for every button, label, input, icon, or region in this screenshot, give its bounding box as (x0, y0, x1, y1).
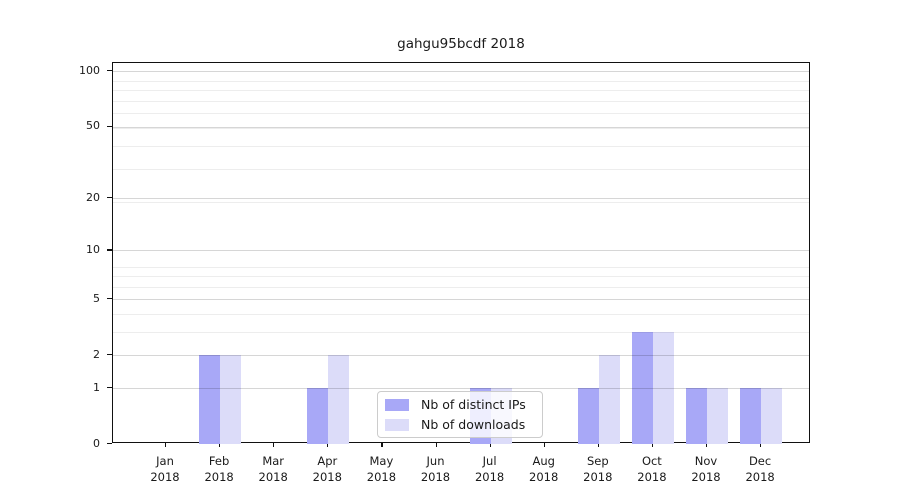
y-tick-label-5: 5 (93, 291, 100, 305)
x-tick-label-mar: Mar 2018 (258, 454, 288, 484)
x-tick-jan (165, 443, 167, 447)
x-tick-jul (489, 443, 491, 447)
legend-swatch-distinct-ips-icon (385, 398, 409, 411)
x-tick-label-may: May 2018 (366, 454, 397, 484)
x-tick-dec (760, 443, 762, 447)
x-tick-label-aug: Aug 2018 (529, 454, 559, 484)
x-tick-label-nov: Nov 2018 (691, 454, 721, 484)
major-gridline-y2 (113, 355, 809, 357)
y-tick-20 (107, 197, 112, 199)
bar-downloads-nov (707, 388, 728, 444)
minor-gridline-y29 (113, 169, 809, 171)
x-tick-label-oct: Oct 2018 (637, 454, 667, 484)
x-tick-nov (706, 443, 708, 447)
legend-swatch-downloads-icon (385, 418, 409, 431)
legend-row-downloads: Nb of downloads (385, 417, 534, 432)
bar-ips-apr (307, 388, 329, 444)
y-tick-10 (107, 249, 112, 251)
bar-ips-sep (577, 388, 599, 444)
major-gridline-y10 (113, 250, 809, 252)
y-tick-label-100: 100 (79, 63, 100, 77)
minor-gridline-y89 (113, 80, 809, 82)
x-tick-apr (327, 443, 329, 447)
chart-title: gahgu95bcdf 2018 (397, 36, 525, 52)
legend-label-downloads: Nb of downloads (421, 417, 526, 432)
bar-downloads-dec (761, 388, 783, 444)
major-gridline-y50 (113, 126, 809, 128)
y-tick-label-20: 20 (86, 190, 100, 204)
minor-gridline-y69 (113, 101, 809, 102)
x-tick-aug (543, 443, 545, 447)
bar-ips-nov (686, 388, 707, 444)
bar-downloads-feb (220, 355, 242, 444)
major-gridline-y5 (113, 299, 809, 301)
x-tick-feb (219, 443, 221, 447)
x-tick-sep (597, 443, 599, 447)
bar-downloads-sep (598, 355, 620, 444)
x-tick-label-apr: Apr 2018 (312, 454, 342, 484)
minor-gridline-y3 (113, 332, 809, 334)
x-tick-label-sep: Sep 2018 (583, 454, 613, 484)
major-gridline-y100 (113, 71, 809, 73)
y-tick-5 (107, 298, 112, 300)
minor-gridline-y4 (113, 314, 809, 315)
bar-ips-feb (199, 355, 221, 444)
major-gridline-y1 (113, 388, 809, 389)
x-tick-label-dec: Dec 2018 (745, 454, 775, 484)
x-tick-label-feb: Feb 2018 (204, 454, 234, 484)
y-tick-0 (107, 443, 112, 445)
x-tick-may (381, 443, 383, 447)
y-tick-label-50: 50 (86, 119, 100, 132)
x-tick-mar (273, 443, 275, 447)
minor-gridline-y79 (113, 90, 809, 92)
y-tick-label-1: 1 (93, 380, 100, 394)
legend: Nb of distinct IPs Nb of downloads (377, 391, 543, 438)
bar-downloads-apr (328, 355, 350, 444)
y-tick-label-2: 2 (93, 347, 100, 361)
x-tick-label-jan: Jan 2018 (150, 454, 180, 484)
minor-gridline-y6 (113, 286, 809, 288)
legend-label-distinct-ips: Nb of distinct IPs (421, 397, 526, 412)
y-tick-1 (107, 387, 112, 389)
minor-gridline-y49 (113, 128, 809, 130)
x-tick-oct (651, 443, 654, 447)
plot-area (112, 62, 810, 444)
minor-gridline-y39 (113, 146, 809, 148)
minor-gridline-y8 (113, 266, 809, 268)
y-tick-label-0: 0 (93, 436, 100, 450)
y-tick-label-10: 10 (86, 242, 100, 256)
y-tick-100 (107, 70, 112, 72)
bar-ips-dec (740, 388, 762, 444)
x-tick-label-jun: Jun 2018 (420, 454, 451, 484)
minor-gridline-y7 (113, 276, 809, 278)
bar-downloads-oct (652, 332, 674, 444)
y-tick-2 (107, 354, 112, 356)
x-tick-jun (435, 443, 437, 447)
x-tick-label-jul: Jul 2018 (474, 454, 505, 484)
bar-ips-oct (631, 332, 653, 444)
major-gridline-y20 (113, 198, 809, 200)
y-tick-50 (107, 125, 112, 127)
minor-gridline-y19 (113, 202, 809, 204)
legend-row-distinct-ips: Nb of distinct IPs (385, 397, 534, 412)
minor-gridline-y59 (113, 113, 809, 115)
